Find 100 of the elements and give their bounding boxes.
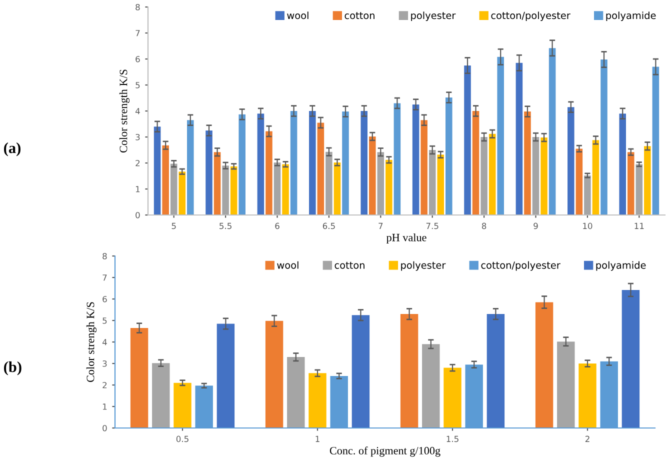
bar: [540, 138, 548, 215]
bar: [472, 111, 480, 215]
legend-label: polyester: [401, 261, 446, 271]
legend-label: wool: [287, 12, 308, 20]
bar: [174, 382, 192, 428]
x-tick-label: 11: [634, 222, 644, 229]
bar: [377, 152, 384, 215]
bar: [317, 122, 324, 215]
bar: [486, 314, 505, 428]
bar: [130, 328, 148, 428]
bar: [535, 302, 554, 428]
bar: [290, 111, 298, 215]
x-tick-label: 6.5: [322, 222, 335, 230]
bar: [287, 357, 305, 428]
y-axis-title: Color strength K/S: [119, 70, 130, 153]
y-tick-label: 7: [102, 274, 107, 281]
bar: [308, 373, 326, 428]
bar: [214, 152, 221, 215]
bar: [352, 315, 370, 428]
y-tick-label: 0: [136, 212, 140, 218]
bar: [230, 166, 238, 215]
bar: [644, 146, 651, 215]
legend-label: polyamide: [596, 261, 646, 271]
y-tick-label: 4: [135, 108, 140, 114]
bar: [187, 120, 194, 215]
x-axis-title: Conc. of pigment g/100g: [330, 446, 440, 457]
bar: [266, 131, 272, 215]
x-tick-label: 1.5: [446, 436, 458, 442]
bar: [326, 152, 332, 215]
bar: [568, 107, 574, 215]
bar: [309, 111, 316, 215]
bar: [600, 60, 608, 215]
bar: [178, 172, 186, 215]
x-tick-label: 0.5: [176, 436, 188, 442]
bar: [437, 154, 444, 215]
y-tick-label: 5: [136, 82, 140, 88]
bar: [368, 136, 376, 215]
bar: [548, 48, 556, 215]
bar: [446, 97, 452, 215]
bar: [154, 126, 161, 215]
x-tick-label: 5.5: [220, 222, 232, 230]
x-tick-label: 7.5: [426, 222, 438, 230]
y-tick-label: 1: [136, 186, 140, 192]
bar: [386, 160, 392, 215]
y-tick-label: 0: [102, 424, 107, 432]
bar: [428, 150, 436, 215]
x-tick-label: 2: [585, 436, 590, 442]
bar: [162, 145, 169, 215]
bar: [584, 175, 591, 215]
bar: [170, 164, 178, 215]
y-tick-label: 2: [136, 160, 140, 166]
bar: [516, 62, 523, 215]
x-tick-label: 5: [172, 222, 176, 230]
y-tick-label: 6: [136, 56, 140, 62]
bar: [652, 66, 660, 215]
bar: [576, 148, 583, 215]
legend-label: cotton/polyester: [491, 12, 570, 21]
bar: [222, 166, 229, 215]
y-tick-label: 6: [102, 296, 107, 302]
bar: [497, 56, 504, 215]
legend-label: wool: [277, 261, 298, 269]
bar: [342, 112, 349, 215]
bar: [578, 364, 596, 428]
bar: [360, 111, 368, 215]
bar: [592, 140, 600, 215]
bar: [206, 130, 212, 215]
x-tick-label: 9: [534, 222, 538, 230]
y-tick-label: 8: [136, 4, 140, 10]
bar: [532, 137, 540, 215]
bar: [444, 368, 462, 428]
bar: [636, 164, 643, 215]
bar: [216, 324, 235, 428]
bar: [334, 162, 341, 215]
bar: [257, 114, 264, 215]
y-tick-label: 4: [102, 339, 107, 346]
bar: [265, 320, 284, 428]
legend-label: cotton: [344, 12, 374, 20]
x-tick-label: 10: [583, 222, 592, 230]
y-tick-label: 7: [136, 30, 140, 36]
bar: [524, 112, 531, 215]
bar: [464, 66, 471, 215]
y-tick-label: 5: [102, 318, 107, 324]
bar: [412, 104, 420, 215]
legend-label: cotton: [334, 262, 364, 269]
x-tick-label: 8: [482, 222, 486, 230]
bar: [622, 290, 640, 428]
bar: [394, 103, 401, 215]
bar: [400, 314, 418, 428]
legend-label: polyester: [411, 12, 456, 21]
text: (b): [4, 361, 22, 376]
y-tick-label: 8: [102, 252, 107, 260]
bar: [557, 342, 575, 428]
legend-label: polyamide: [606, 12, 656, 21]
bar: [152, 363, 170, 428]
bar: [619, 114, 626, 215]
bar: [238, 114, 246, 215]
bar: [282, 164, 289, 215]
y-tick-label: 2: [102, 382, 107, 388]
x-tick-label: 6: [275, 222, 280, 230]
text: (a): [4, 142, 20, 156]
